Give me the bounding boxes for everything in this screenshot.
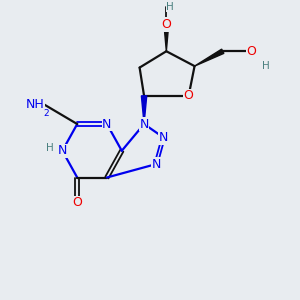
- Text: H: H: [166, 2, 174, 12]
- Text: O: O: [72, 196, 82, 209]
- Polygon shape: [195, 49, 224, 66]
- Polygon shape: [164, 25, 169, 51]
- Text: O: O: [184, 89, 194, 102]
- Text: N: N: [140, 118, 149, 130]
- Polygon shape: [141, 96, 147, 124]
- Text: NH: NH: [26, 98, 44, 111]
- Text: O: O: [247, 45, 256, 58]
- Text: 2: 2: [43, 109, 49, 118]
- Text: O: O: [161, 18, 171, 31]
- Text: N: N: [58, 144, 67, 157]
- Text: H: H: [262, 61, 270, 71]
- Text: N: N: [102, 118, 112, 130]
- Text: N: N: [151, 158, 160, 171]
- Text: N: N: [159, 131, 168, 144]
- Text: H: H: [46, 143, 54, 153]
